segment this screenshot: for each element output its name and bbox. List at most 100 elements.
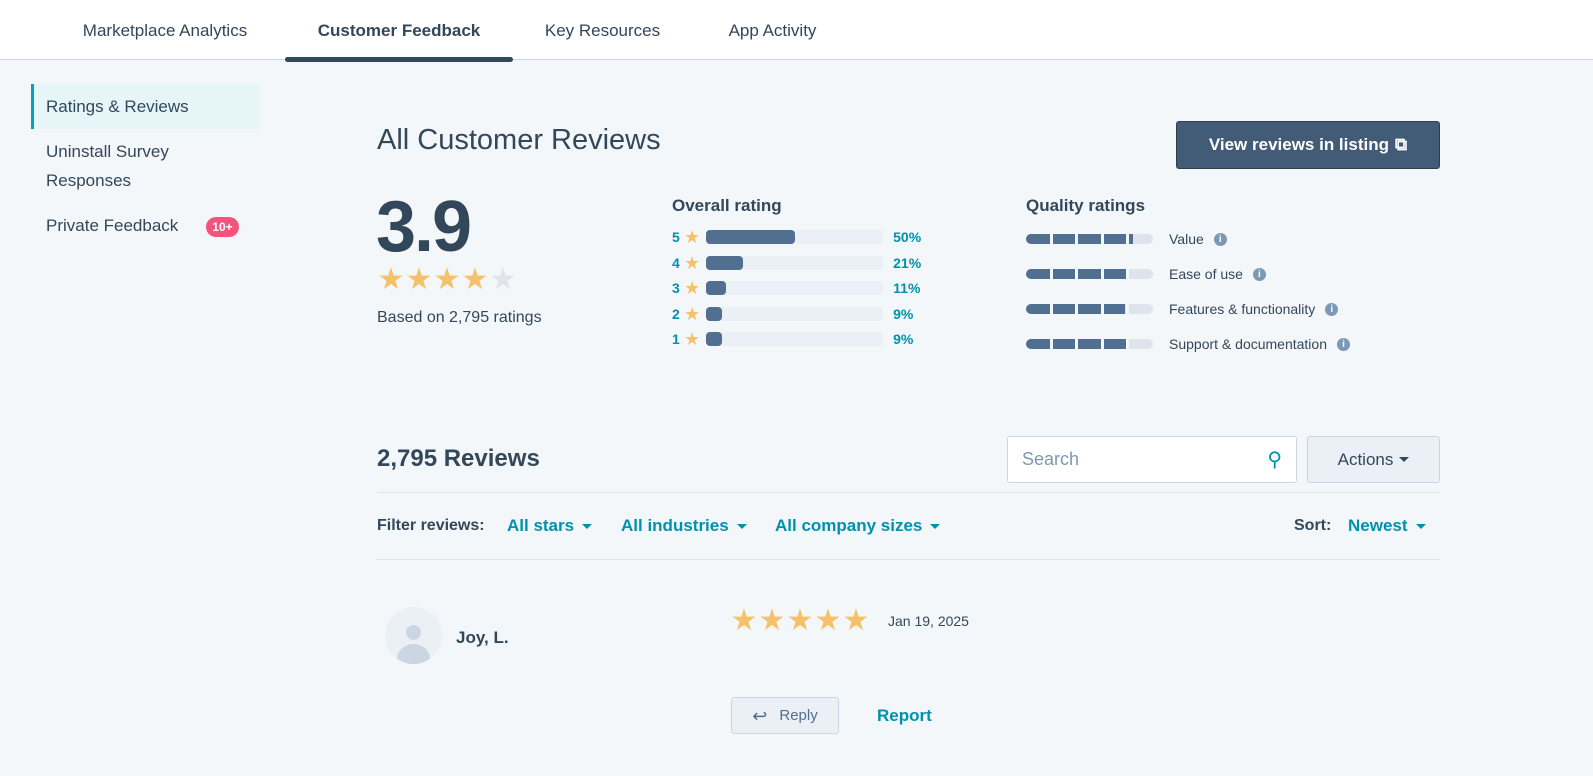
quality-label: Ease of use bbox=[1169, 266, 1243, 282]
quality-ratings-heading: Quality ratings bbox=[1026, 196, 1146, 215]
overall-rating-heading: Overall rating bbox=[672, 196, 782, 215]
quality-label: Features & functionality bbox=[1169, 301, 1316, 317]
star-filled-icon: ★ bbox=[461, 264, 489, 296]
rating-row-1[interactable]: 1 ★ 9% bbox=[672, 329, 913, 349]
reply-arrow-icon: ↩ bbox=[752, 705, 768, 726]
sidebar-item-private-feedback[interactable]: Private Feedback 10+ bbox=[31, 203, 260, 248]
search-icon[interactable]: ⚲ bbox=[1267, 449, 1282, 471]
star-filled-icon: ★ bbox=[842, 605, 870, 637]
average-score: 3.9 bbox=[376, 187, 472, 267]
rating-bar-fill bbox=[706, 281, 726, 295]
tab-key-resources[interactable]: Key Resources bbox=[544, 21, 661, 40]
star-filled-icon: ★ bbox=[758, 605, 786, 637]
actions-dropdown[interactable]: Actions bbox=[1307, 436, 1440, 483]
star-number: 1 bbox=[672, 331, 680, 347]
quality-label: Value bbox=[1169, 231, 1204, 247]
quality-rating-bar bbox=[1026, 339, 1153, 349]
sidebar: Ratings & Reviews Uninstall Survey Respo… bbox=[31, 84, 260, 248]
star-filled-icon: ★ bbox=[433, 264, 461, 296]
rating-percent: 9% bbox=[893, 305, 914, 322]
view-reviews-in-listing-button[interactable]: View reviews in listing ⧉ bbox=[1176, 121, 1440, 169]
tab-marketplace-analytics[interactable]: Marketplace Analytics bbox=[82, 21, 248, 40]
info-icon[interactable]: i bbox=[1337, 337, 1350, 351]
quality-rating-row: Value i bbox=[1026, 230, 1227, 248]
sidebar-item-ratings-reviews[interactable]: Ratings & Reviews bbox=[31, 84, 260, 129]
button-label: View reviews in listing bbox=[1208, 135, 1389, 154]
caret-down-icon bbox=[582, 524, 593, 530]
search-placeholder: Search bbox=[1022, 449, 1080, 469]
rating-bar-fill bbox=[706, 332, 723, 346]
sidebar-item-uninstall-survey[interactable]: Uninstall Survey Responses bbox=[46, 142, 169, 190]
rating-bar-track bbox=[706, 230, 884, 244]
external-link-icon: ⧉ bbox=[1395, 135, 1408, 154]
star-number: 3 bbox=[672, 280, 680, 296]
quality-rating-row: Ease of use i bbox=[1026, 265, 1266, 283]
filter-label: Filter reviews: bbox=[377, 517, 485, 534]
star-filled-icon: ★ bbox=[405, 264, 433, 296]
top-nav: Marketplace Analytics Customer Feedback … bbox=[0, 0, 1593, 62]
divider bbox=[377, 559, 1440, 560]
quality-rating-bar bbox=[1026, 269, 1153, 279]
quality-rating-bar bbox=[1026, 304, 1153, 314]
based-on-text: Based on 2,795 ratings bbox=[377, 309, 542, 326]
caret-down-icon bbox=[1399, 457, 1410, 462]
report-link[interactable]: Report bbox=[877, 706, 932, 725]
star-empty-icon: ★ bbox=[489, 264, 517, 296]
info-icon[interactable]: i bbox=[1325, 302, 1339, 316]
filter-stars-dropdown[interactable]: All stars bbox=[507, 516, 593, 536]
info-icon[interactable]: i bbox=[1252, 267, 1266, 281]
reviews-count: 2,795 Reviews bbox=[377, 445, 540, 472]
rating-bar-track bbox=[706, 306, 884, 321]
star-icon: ★ bbox=[684, 252, 701, 273]
star-number: 2 bbox=[672, 305, 680, 322]
sidebar-item-label: Private Feedback bbox=[46, 216, 179, 235]
star-filled-icon: ★ bbox=[814, 605, 842, 637]
rating-percent: 11% bbox=[893, 280, 921, 296]
rating-percent: 50% bbox=[893, 229, 922, 245]
review-date: Jan 19, 2025 bbox=[888, 613, 969, 629]
rating-percent: 9% bbox=[893, 331, 914, 347]
rating-row-5[interactable]: 5 ★ 50% bbox=[672, 227, 921, 247]
star-icon: ★ bbox=[684, 303, 701, 324]
star-number: 5 bbox=[672, 229, 680, 245]
star-icon: ★ bbox=[684, 278, 701, 298]
star-number: 4 bbox=[672, 254, 680, 271]
tab-customer-feedback[interactable]: Customer Feedback bbox=[285, 0, 513, 62]
quality-rating-row: Support & documentation i bbox=[1026, 335, 1350, 353]
sort-label: Sort: bbox=[1294, 517, 1332, 534]
star-filled-icon: ★ bbox=[786, 605, 814, 637]
star-icon: ★ bbox=[684, 329, 701, 349]
search-input[interactable]: Search ⚲ bbox=[1007, 436, 1297, 483]
average-star-rating: ★ ★ ★ ★ ★ bbox=[377, 264, 517, 296]
rating-row-2[interactable]: 2 ★ 9% bbox=[672, 304, 913, 324]
rating-bar-fill bbox=[706, 255, 744, 270]
reply-label: Reply bbox=[779, 707, 818, 724]
tab-app-activity[interactable]: App Activity bbox=[728, 21, 817, 40]
star-filled-icon: ★ bbox=[377, 264, 405, 296]
caret-down-icon bbox=[930, 524, 941, 530]
count-badge: 10+ bbox=[206, 216, 239, 237]
reply-button[interactable]: ↩ Reply bbox=[731, 697, 839, 734]
rating-bar-track bbox=[706, 281, 884, 295]
divider bbox=[377, 492, 1440, 493]
filter-industries-dropdown[interactable]: All industries bbox=[621, 516, 747, 536]
info-icon[interactable]: i bbox=[1213, 232, 1227, 246]
sort-dropdown[interactable]: Newest bbox=[1348, 516, 1426, 536]
rating-row-4[interactable]: 4 ★ 21% bbox=[672, 253, 921, 273]
avatar bbox=[385, 607, 442, 664]
caret-down-icon bbox=[736, 524, 747, 530]
quality-rating-row: Features & functionality i bbox=[1026, 300, 1339, 318]
caret-down-icon bbox=[1415, 524, 1426, 530]
rating-row-3[interactable]: 3 ★ 11% bbox=[672, 278, 920, 298]
rating-bar-fill bbox=[706, 230, 795, 244]
actions-label: Actions bbox=[1337, 449, 1394, 469]
rating-bar-track bbox=[706, 332, 884, 346]
quality-rating-bar bbox=[1026, 234, 1153, 244]
filter-company-sizes-dropdown[interactable]: All company sizes bbox=[775, 516, 941, 536]
quality-label: Support & documentation bbox=[1169, 336, 1327, 352]
rating-percent: 21% bbox=[893, 254, 922, 271]
rating-bar-track bbox=[706, 255, 884, 270]
rating-bar-fill bbox=[706, 306, 723, 321]
review-star-rating: ★ ★ ★ ★ ★ bbox=[730, 605, 870, 637]
reviewer-name: Joy, L. bbox=[456, 628, 509, 647]
